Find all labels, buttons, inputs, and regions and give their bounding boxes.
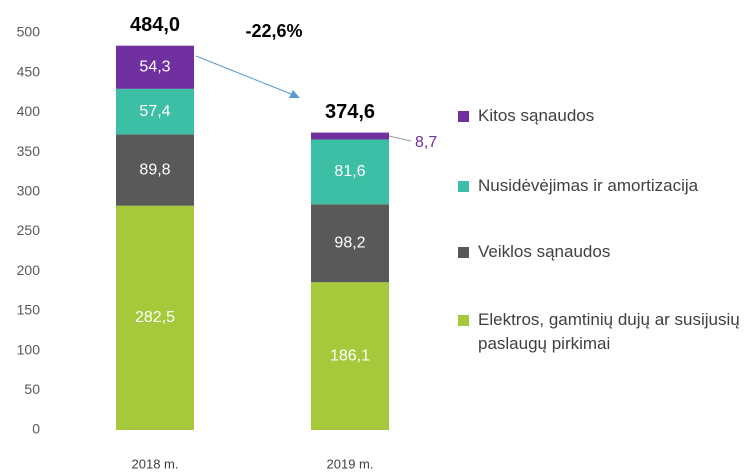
legend-item: Kitos sąnaudos [458,104,748,128]
value-label: 89,8 [139,161,170,178]
y-tick-label: 350 [17,143,41,159]
legend-label: Elektros, gamtinių dujų ar susijusių pas… [478,310,740,353]
legend-label: Veiklos sąnaudos [478,242,611,261]
bar-segment [311,139,389,205]
bar-segment [116,88,194,135]
legend-label: Kitos sąnaudos [478,106,595,125]
value-label: 186,1 [330,347,370,364]
value-label: 8,7 [415,134,437,151]
bar-segment [116,45,194,89]
change-label: -22,6% [245,21,302,41]
legend-item: Nusidėvėjimas ir amortizacija [458,174,748,198]
arrow-head [289,90,300,98]
legend-swatch [458,315,469,326]
value-label: 57,4 [139,103,170,120]
value-label: 282,5 [135,309,175,326]
y-tick-label: 200 [17,262,41,278]
bar-segment [116,205,194,430]
bar-segment [116,134,194,206]
y-tick-label: 300 [17,183,41,199]
legend-swatch [458,111,469,122]
value-label: 81,6 [334,163,365,180]
x-tick-label: 2019 m. [327,456,374,471]
y-tick-label: 0 [32,421,40,437]
legend-item: Veiklos sąnaudos [458,240,748,264]
value-label: 54,3 [139,58,170,75]
y-tick-label: 250 [17,222,41,238]
y-tick-label: 50 [24,381,40,397]
legend-label: Nusidėvėjimas ir amortizacija [478,176,699,195]
legend-swatch [458,181,469,192]
y-tick-label: 500 [17,24,41,40]
legend-item: Elektros, gamtinių dujų ar susijusių pas… [458,308,748,356]
bar-segment [311,282,389,430]
y-tick-label: 400 [17,103,41,119]
legend-swatch [458,247,469,258]
bar-segment [311,204,389,283]
x-tick-label: 2018 m. [132,456,179,471]
total-label: 374,6 [325,101,375,123]
bar-segment [311,132,389,140]
y-tick-label: 100 [17,341,41,357]
leader-line [388,135,412,142]
total-label: 484,0 [130,14,180,36]
value-label: 98,2 [334,234,365,251]
change-arrow [195,55,297,97]
y-tick-label: 450 [17,63,41,79]
y-tick-label: 150 [17,302,41,318]
